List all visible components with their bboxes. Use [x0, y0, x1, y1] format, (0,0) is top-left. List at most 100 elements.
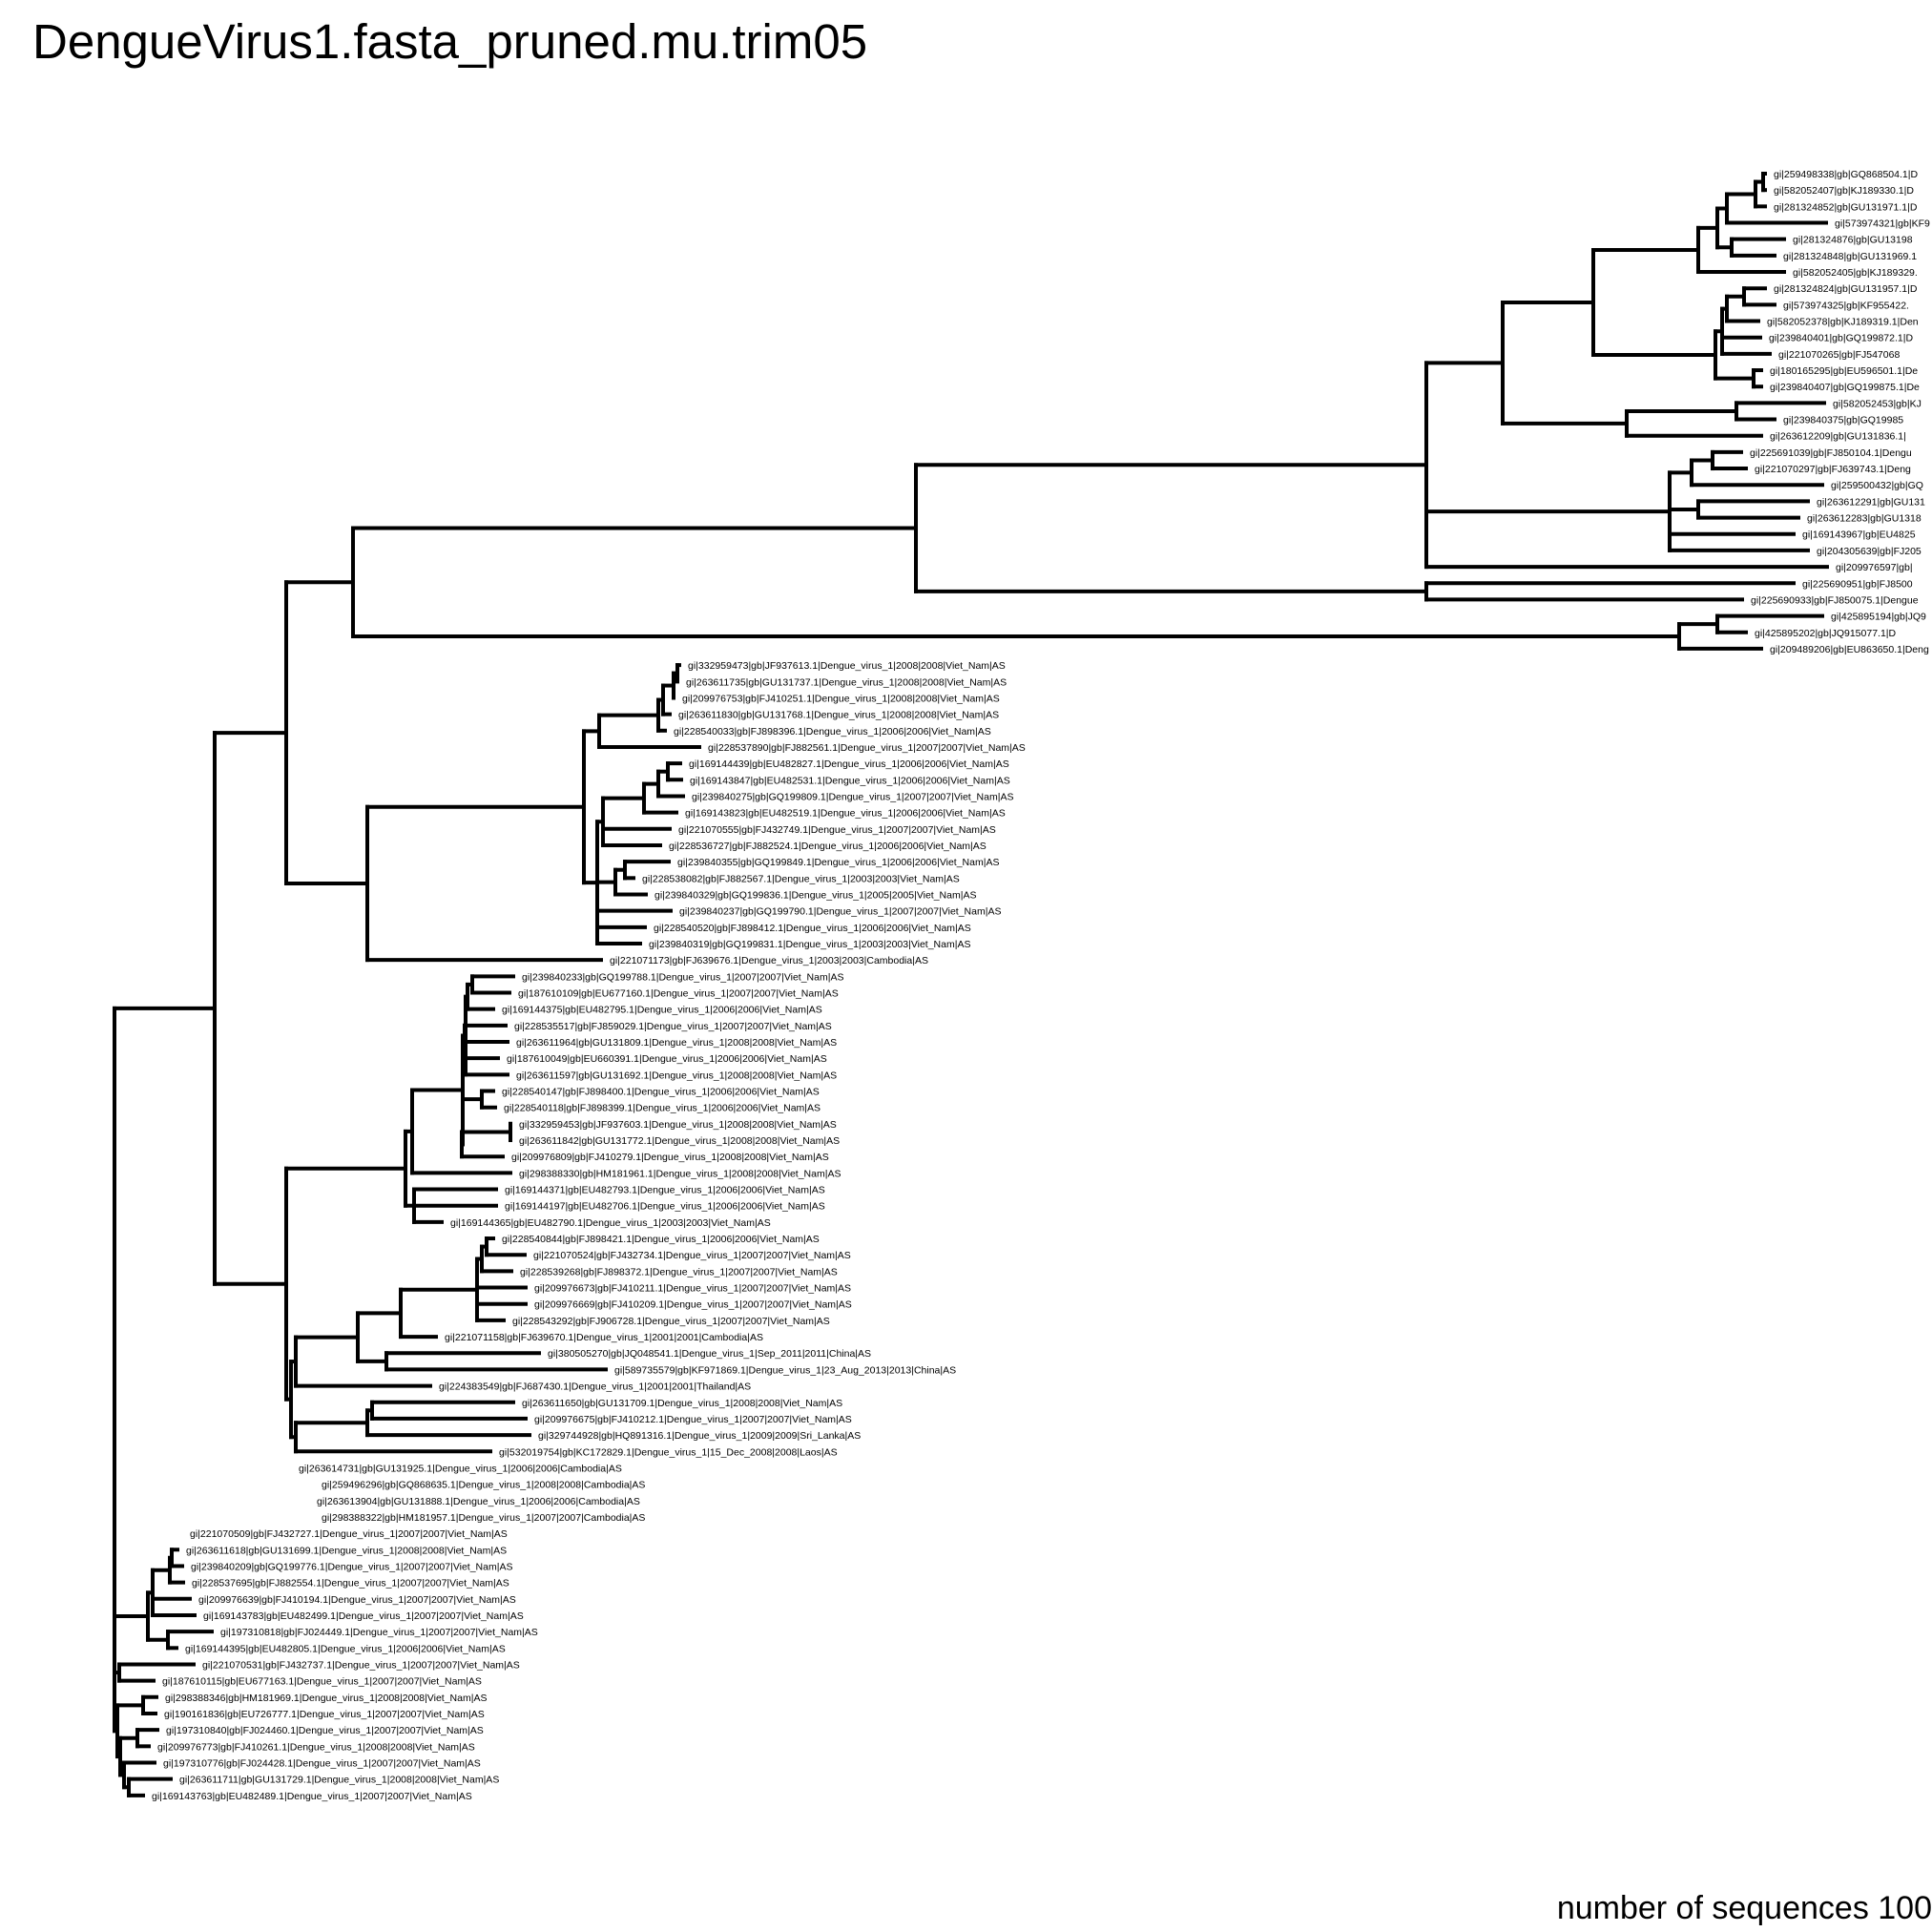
tip-label: gi|169143967|gb|EU4825: [1802, 530, 1916, 541]
tip-label: gi|329744928|gb|HQ891316.1|Dengue_virus_…: [538, 1430, 861, 1442]
tip-label: gi|221070524|gb|FJ432734.1|Dengue_virus_…: [533, 1250, 851, 1261]
tip-label: gi|221070297|gb|FJ639743.1|Deng: [1755, 464, 1911, 475]
tip-label: gi|281324876|gb|GU13198: [1793, 235, 1913, 246]
tip-label: gi|263611964|gb|GU131809.1|Dengue_virus_…: [516, 1037, 837, 1049]
tip-label: gi|209976773|gb|FJ410261.1|Dengue_virus_…: [157, 1741, 475, 1753]
tip-label: gi|190161836|gb|EU726777.1|Dengue_virus_…: [164, 1709, 485, 1720]
tip-label: gi|209489206|gb|EU863650.1|Deng: [1770, 644, 1929, 655]
tip-label: gi|197310818|gb|FJ024449.1|Dengue_virus_…: [220, 1627, 538, 1638]
tip-label: gi|169144371|gb|EU482793.1|Dengue_virus_…: [505, 1185, 825, 1196]
tip-label: gi|239840209|gb|GQ199776.1|Dengue_virus_…: [191, 1561, 512, 1572]
tip-label: gi|228540147|gb|FJ898400.1|Dengue_virus_…: [502, 1087, 820, 1098]
tip-label: gi|573974325|gb|KF955422.: [1783, 300, 1909, 311]
tip-label: gi|221070265|gb|FJ547068: [1778, 349, 1900, 361]
tip-label: gi|259496296|gb|GQ868635.1|Dengue_virus_…: [322, 1480, 645, 1491]
tip-label: gi|263611711|gb|GU131729.1|Dengue_virus_…: [179, 1775, 499, 1786]
tip-label: gi|573974321|gb|KF9: [1835, 218, 1930, 230]
tip-label: gi|221071158|gb|FJ639670.1|Dengue_virus_…: [445, 1332, 763, 1343]
tip-label: gi|239840355|gb|GQ199849.1|Dengue_virus_…: [677, 857, 999, 868]
tip-label: gi|263611842|gb|GU131772.1|Dengue_virus_…: [519, 1135, 840, 1147]
tip-label: gi|582052453|gb|KJ: [1833, 398, 1922, 409]
tip-label: gi|239840401|gb|GQ199872.1|D: [1769, 333, 1913, 344]
tip-label: gi|263612209|gb|GU131836.1|: [1770, 431, 1906, 443]
tip-label: gi|169144439|gb|EU482827.1|Dengue_virus_…: [689, 758, 1009, 770]
tip-label: gi|209976639|gb|FJ410194.1|Dengue_virus_…: [198, 1594, 516, 1606]
tip-label: gi|169144365|gb|EU482790.1|Dengue_virus_…: [450, 1217, 771, 1229]
tip-label: gi|380505270|gb|JQ048541.1|Dengue_virus_…: [548, 1348, 871, 1360]
tip-label: gi|263611735|gb|GU131737.1|Dengue_virus_…: [686, 676, 1007, 688]
tip-label: gi|209976673|gb|FJ410211.1|Dengue_virus_…: [534, 1283, 851, 1295]
tip-label: gi|197310776|gb|FJ024428.1|Dengue_virus_…: [163, 1757, 481, 1769]
tip-label: gi|169143763|gb|EU482489.1|Dengue_virus_…: [152, 1791, 472, 1802]
tip-label: gi|228537695|gb|FJ882554.1|Dengue_virus_…: [192, 1578, 509, 1589]
tip-label: gi|204305639|gb|FJ205: [1817, 546, 1922, 557]
tip-label: gi|224383549|gb|FJ687430.1|Dengue_virus_…: [439, 1381, 751, 1393]
tip-label: gi|228538082|gb|FJ882567.1|Dengue_virus_…: [642, 873, 960, 884]
tip-label: gi|239840275|gb|GQ199809.1|Dengue_virus_…: [692, 791, 1013, 802]
tip-label: gi|169144395|gb|EU482805.1|Dengue_virus_…: [185, 1643, 506, 1654]
tip-label: gi|187610049|gb|EU660391.1|Dengue_virus_…: [507, 1053, 827, 1065]
tip-label: gi|239840233|gb|GQ199788.1|Dengue_virus_…: [522, 971, 843, 983]
tip-label: gi|187610115|gb|EU677163.1|Dengue_virus_…: [162, 1676, 482, 1688]
tip-label: gi|228539268|gb|FJ898372.1|Dengue_virus_…: [520, 1266, 838, 1278]
tip-label: gi|263614731|gb|GU131925.1|Dengue_virus_…: [299, 1463, 622, 1474]
tip-label: gi|532019754|gb|KC172829.1|Dengue_virus_…: [499, 1446, 838, 1458]
tip-label: gi|281324848|gb|GU131969.1: [1783, 251, 1917, 262]
tip-label: gi|425895194|gb|JQ9: [1831, 612, 1926, 623]
tip-label: gi|225690951|gb|FJ8500: [1802, 578, 1913, 590]
tip-label: gi|263612291|gb|GU131: [1817, 496, 1925, 508]
tip-label: gi|239840407|gb|GQ199875.1|De: [1770, 382, 1920, 393]
tip-label: gi|225691039|gb|FJ850104.1|Dengu: [1750, 447, 1912, 459]
tip-label: gi|239840375|gb|GQ19985: [1783, 415, 1903, 426]
tip-label: gi|281324824|gb|GU131957.1|D: [1774, 283, 1918, 295]
tip-label: gi|228543292|gb|FJ906728.1|Dengue_virus_…: [512, 1316, 830, 1327]
tip-label: gi|180165295|gb|EU596501.1|De: [1770, 365, 1918, 377]
tip-label: gi|221070509|gb|FJ432727.1|Dengue_virus_…: [190, 1528, 508, 1540]
tip-label: gi|209976753|gb|FJ410251.1|Dengue_virus_…: [682, 693, 1000, 704]
tip-label: gi|589735579|gb|KF971869.1|Dengue_virus_…: [614, 1364, 956, 1376]
tip-label: gi|332959473|gb|JF937613.1|Dengue_virus_…: [688, 660, 1006, 672]
tip-label: gi|169143847|gb|EU482531.1|Dengue_virus_…: [690, 775, 1010, 786]
tip-label: gi|221070555|gb|FJ432749.1|Dengue_virus_…: [678, 824, 996, 836]
tip-label: gi|169143823|gb|EU482519.1|Dengue_virus_…: [685, 808, 1006, 820]
tip-label: gi|263611830|gb|GU131768.1|Dengue_virus_…: [678, 710, 999, 721]
tip-label: gi|209976675|gb|FJ410212.1|Dengue_virus_…: [534, 1414, 852, 1425]
tip-label: gi|332959453|gb|JF937603.1|Dengue_virus_…: [519, 1119, 837, 1131]
tip-label: gi|228540118|gb|FJ898399.1|Dengue_virus_…: [504, 1103, 821, 1114]
tip-label: gi|228540033|gb|FJ898396.1|Dengue_virus_…: [674, 726, 991, 737]
tip-label: gi|228537890|gb|FJ882561.1|Dengue_virus_…: [708, 742, 1026, 754]
tip-label: gi|281324852|gb|GU131971.1|D: [1774, 201, 1918, 213]
tip-label: gi|263611597|gb|GU131692.1|Dengue_virus_…: [516, 1070, 837, 1081]
tip-label: gi|239840237|gb|GQ199790.1|Dengue_virus_…: [679, 906, 1001, 918]
tree-title: DengueVirus1.fasta_pruned.mu.trim05: [32, 14, 868, 69]
tip-label: gi|259500432|gb|GQ: [1831, 480, 1923, 491]
tip-label: gi|259498338|gb|GQ868504.1|D: [1774, 169, 1918, 180]
tip-label: gi|209976669|gb|FJ410209.1|Dengue_virus_…: [534, 1299, 852, 1311]
tip-label: gi|228540520|gb|FJ898412.1|Dengue_virus_…: [654, 923, 971, 934]
tip-label: gi|209976809|gb|FJ410279.1|Dengue_virus_…: [511, 1152, 829, 1163]
tip-label: gi|263612283|gb|GU1318: [1807, 513, 1922, 525]
tip-label: gi|197310840|gb|FJ024460.1|Dengue_virus_…: [166, 1725, 484, 1736]
tip-label: gi|228535517|gb|FJ859029.1|Dengue_virus_…: [514, 1021, 832, 1032]
tip-label: gi|209976597|gb|: [1836, 562, 1913, 573]
tip-label: gi|582052407|gb|KJ189330.1|D: [1774, 185, 1914, 197]
tip-label: gi|228540844|gb|FJ898421.1|Dengue_virus_…: [502, 1234, 820, 1245]
tip-label: gi|169143783|gb|EU482499.1|Dengue_virus_…: [203, 1610, 524, 1622]
tip-label: gi|298388330|gb|HM181961.1|Dengue_virus_…: [519, 1168, 841, 1179]
tip-label: gi|582052378|gb|KJ189319.1|Den: [1767, 317, 1919, 328]
tip-label: gi|221070531|gb|FJ432737.1|Dengue_virus_…: [202, 1659, 520, 1671]
tip-label: gi|263611650|gb|GU131709.1|Dengue_virus_…: [522, 1398, 842, 1409]
tip-label: gi|169144197|gb|EU482706.1|Dengue_virus_…: [505, 1201, 825, 1213]
tip-label: gi|169144375|gb|EU482795.1|Dengue_virus_…: [502, 1005, 822, 1016]
tip-label: gi|187610109|gb|EU677160.1|Dengue_virus_…: [518, 988, 839, 1000]
tip-label: gi|225690933|gb|FJ850075.1|Dengue: [1751, 594, 1919, 606]
sequence-count-footer: number of sequences 100: [1556, 1890, 1932, 1926]
tip-label: gi|298388322|gb|HM181957.1|Dengue_virus_…: [322, 1512, 645, 1524]
tip-label: gi|298388346|gb|HM181969.1|Dengue_virus_…: [165, 1693, 487, 1704]
tip-label: gi|263611618|gb|GU131699.1|Dengue_virus_…: [186, 1545, 507, 1556]
tip-label: gi|228536727|gb|FJ882524.1|Dengue_virus_…: [669, 841, 987, 852]
tip-label: gi|263613904|gb|GU131888.1|Dengue_virus_…: [317, 1496, 640, 1507]
tip-label: gi|239840319|gb|GQ199831.1|Dengue_virus_…: [649, 939, 970, 950]
tip-label: gi|582052405|gb|KJ189329.: [1793, 267, 1918, 279]
